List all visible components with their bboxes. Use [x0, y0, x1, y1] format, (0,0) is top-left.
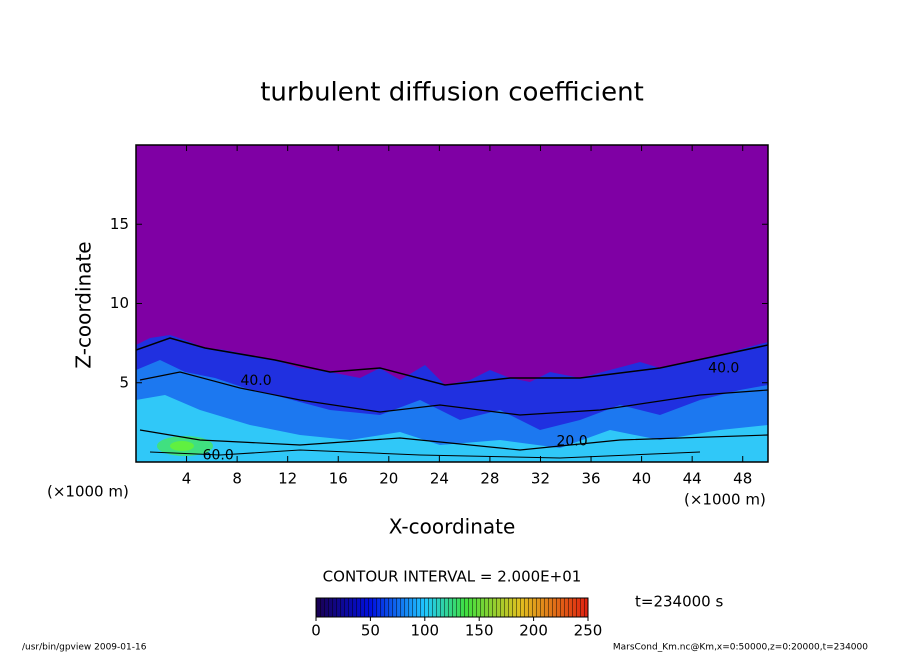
x-tick-label: 40 — [632, 470, 651, 488]
x-tick-label: 36 — [581, 470, 600, 488]
contour-label: 20.0 — [556, 433, 587, 449]
y-tick-label: 15 — [110, 215, 129, 233]
field — [136, 145, 768, 462]
colorbar-tick-label: 250 — [574, 622, 603, 640]
colorbar-tick-label: 200 — [519, 622, 548, 640]
x-tick-label: 12 — [278, 470, 297, 488]
y-tick-label: 5 — [119, 373, 129, 391]
x-unit-right: (×1000 m) — [684, 491, 766, 509]
footer-right: MarsCond_Km.nc@Km,x=0:50000,z=0:20000,t=… — [613, 643, 868, 653]
x-tick-label: 20 — [379, 470, 398, 488]
x-tick-label: 8 — [232, 470, 242, 488]
x-tick-label: 48 — [733, 470, 752, 488]
contour-label: 60.0 — [203, 448, 234, 464]
x-tick-label: 28 — [480, 470, 499, 488]
colorbar-frame — [315, 597, 589, 618]
contour-interval: CONTOUR INTERVAL = 2.000E+01 — [323, 568, 582, 586]
x-tick-label: 4 — [182, 470, 192, 488]
x-tick-label: 32 — [531, 470, 550, 488]
colorbar-tick-label: 100 — [410, 622, 439, 640]
x-tick-label: 44 — [683, 470, 702, 488]
chart-title: turbulent diffusion coefficient — [260, 78, 644, 108]
colorbar-tick-label: 0 — [311, 622, 321, 640]
contour-label: 40.0 — [708, 360, 739, 376]
colorbar-tick-label: 50 — [361, 622, 380, 640]
colorbar-tick-label: 150 — [465, 622, 494, 640]
y-tick-label: 10 — [110, 294, 129, 312]
x-axis-label: X-coordinate — [389, 515, 516, 539]
y-axis-label: Z-coordinate — [72, 241, 96, 368]
x-unit-left: (×1000 m) — [47, 483, 129, 501]
x-tick-label: 16 — [329, 470, 348, 488]
x-tick-label: 24 — [430, 470, 449, 488]
time-label: t=234000 s — [635, 593, 723, 611]
footer-left: /usr/bin/gpview 2009-01-16 — [22, 643, 147, 653]
contour-label: 40.0 — [240, 373, 271, 389]
